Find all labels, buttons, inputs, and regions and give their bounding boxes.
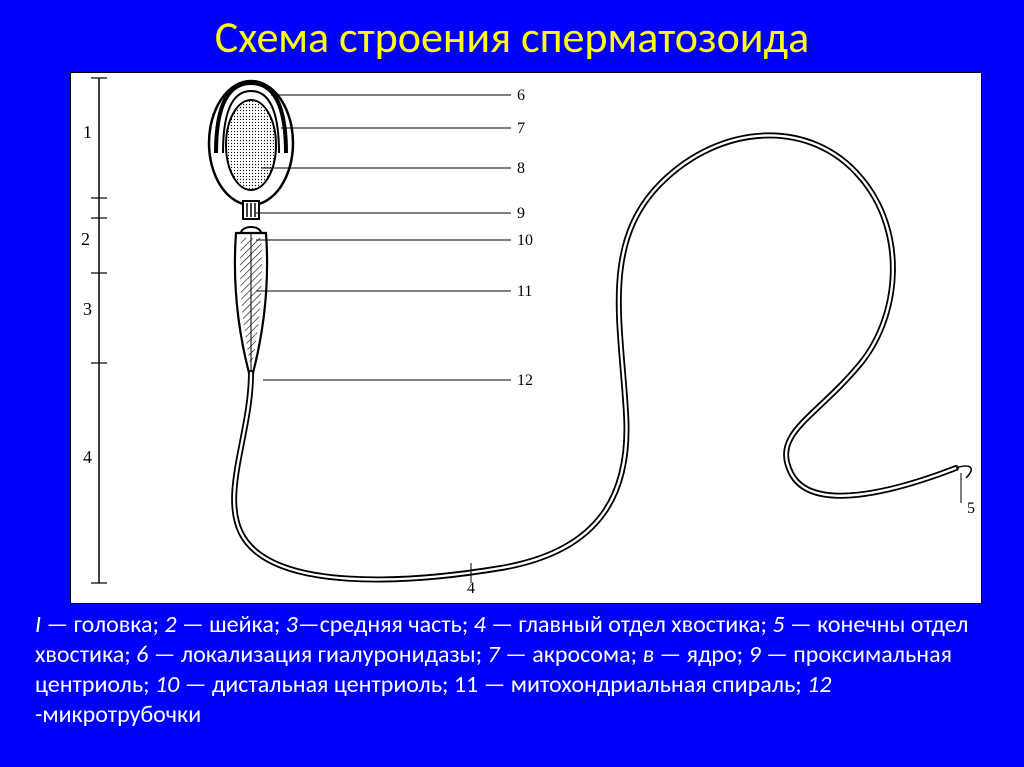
pointer-label-7: 7 (517, 120, 525, 137)
spermatozoon-diagram: 1234678910111245 (71, 73, 981, 603)
region-label-4: 4 (83, 447, 92, 467)
region-label-2: 2 (81, 229, 90, 249)
region-label-1: 1 (83, 122, 92, 142)
diagram-container: 1234678910111245 (70, 72, 982, 604)
tail-label-4: 4 (467, 580, 475, 597)
pointer-label-10: 10 (517, 232, 533, 249)
legend-caption: I — головка; 2 — шейка; 3—средняя часть;… (35, 610, 985, 730)
pointer-label-8: 8 (517, 160, 525, 177)
pointer-label-12: 12 (517, 372, 533, 389)
region-label-3: 3 (83, 299, 92, 319)
pointer-label-6: 6 (517, 87, 525, 104)
slide-title: Схема строения сперматозоида (0, 10, 1024, 64)
pointer-label-9: 9 (517, 205, 525, 222)
pointer-label-11: 11 (517, 283, 532, 300)
tail-label-5: 5 (967, 500, 975, 517)
